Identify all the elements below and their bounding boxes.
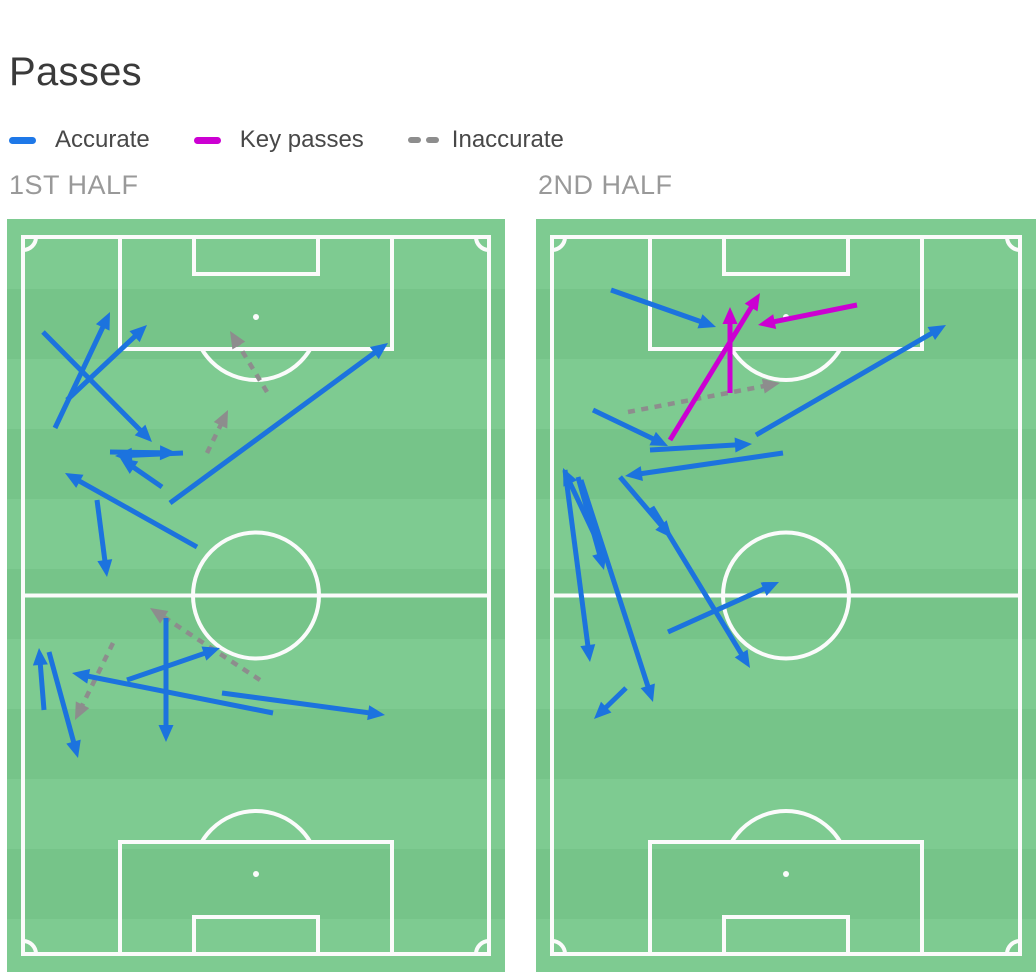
- pass-arrow: [65, 473, 199, 550]
- legend-label-inaccurate: Inaccurate: [451, 126, 564, 153]
- pass-arrow: [120, 458, 164, 490]
- legend-label-accurate: Accurate: [55, 126, 150, 153]
- second-half-label: 2ND HALF: [538, 170, 673, 200]
- pitch-grass: [536, 219, 1036, 972]
- pass-arrow: [221, 690, 385, 721]
- pass-arrow: [204, 410, 228, 454]
- pass-arrow: [158, 618, 174, 742]
- pass-arrow: [150, 608, 262, 682]
- legend-item-accurate: Accurate: [9, 126, 150, 154]
- pass-arrows-accurate: [562, 287, 946, 719]
- pitch-markings: [550, 235, 1022, 956]
- pass-arrow: [32, 648, 48, 711]
- pass-arrows-inaccurate: [627, 378, 780, 415]
- pass-arrow: [625, 450, 784, 481]
- pass-arrow: [115, 447, 184, 463]
- pass-arrow: [168, 343, 388, 506]
- pass-arrow: [575, 476, 607, 570]
- pass-arrow: [754, 325, 946, 438]
- pass-arrow: [46, 651, 81, 758]
- pass-arrow: [75, 642, 116, 720]
- pass-arrow: [594, 686, 628, 719]
- legend-item-inaccurate: Inaccurate: [407, 126, 564, 154]
- pass-arrows-key_passes: [667, 293, 858, 442]
- pass-arrow: [126, 646, 220, 683]
- inaccurate-swatch-icon: [407, 137, 439, 143]
- pass-arrows-inaccurate: [75, 331, 269, 720]
- pass-arrow: [722, 307, 738, 393]
- pass-arrow: [65, 325, 147, 402]
- pass-arrow: [591, 407, 668, 446]
- key-passes-swatch-icon: [193, 136, 221, 144]
- pass-arrow: [94, 499, 113, 577]
- legend-item-key-passes: Key passes: [193, 126, 364, 154]
- pass-arrows-accurate: [32, 312, 388, 758]
- pass-arrow: [758, 302, 858, 329]
- pitch-markings: [21, 235, 491, 956]
- pass-arrow: [649, 437, 752, 453]
- accurate-swatch-icon: [9, 136, 36, 144]
- pass-arrow: [610, 287, 716, 329]
- page-title: Passes: [9, 50, 142, 94]
- pass-arrow: [666, 582, 779, 635]
- pitch-second-half: [536, 219, 1036, 972]
- first-half-label: 1ST HALF: [9, 170, 139, 200]
- pass-arrow: [667, 293, 760, 442]
- pass-arrow: [562, 469, 596, 662]
- legend-label-key-passes: Key passes: [239, 126, 364, 153]
- pass-arrow: [72, 668, 274, 716]
- legend: Accurate Key passes Inaccurate: [9, 126, 608, 154]
- pitch-first-half: [7, 219, 505, 972]
- pass-arrow: [230, 331, 269, 394]
- pass-arrow: [578, 479, 655, 702]
- pass-arrow: [52, 312, 110, 430]
- pass-arrow: [649, 505, 750, 668]
- pass-arrow: [627, 378, 780, 415]
- pass-arrow: [41, 330, 152, 442]
